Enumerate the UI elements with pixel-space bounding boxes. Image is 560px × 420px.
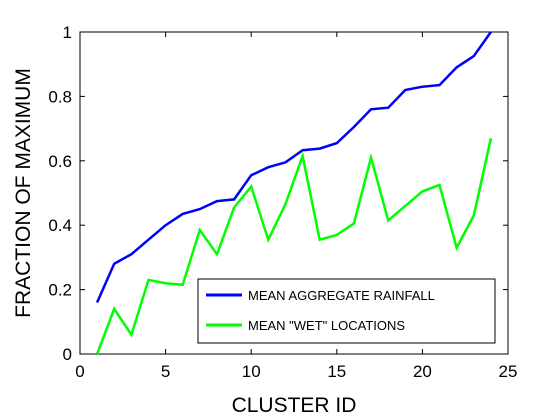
y-tick-label: 0.4 (48, 216, 72, 235)
x-tick-label: 5 (161, 362, 170, 381)
y-tick-label: 1 (63, 23, 72, 42)
x-tick-label: 15 (327, 362, 346, 381)
legend-label-wet-locations: MEAN "WET" LOCATIONS (248, 318, 405, 333)
x-tick-label: 0 (75, 362, 84, 381)
series-line-mean-wet-locations (95, 138, 493, 355)
legend: MEAN AGGREGATE RAINFALL MEAN "WET" LOCAT… (197, 278, 496, 344)
y-tick-label: 0.8 (48, 87, 72, 106)
x-tick-label: 20 (413, 362, 432, 381)
series-line-mean-aggregate-rainfall (95, 31, 492, 304)
y-tick-label: 0.6 (48, 152, 72, 171)
series-lines (95, 31, 493, 355)
legend-label-rainfall: MEAN AGGREGATE RAINFALL (248, 288, 435, 303)
x-tick-label: 10 (242, 362, 261, 381)
y-tick-label: 0 (63, 345, 72, 364)
y-axis-title: FRACTION OF MAXIMUM (12, 68, 35, 318)
axis-ticks: 0 5 10 15 20 25 0 0.2 0.4 0.6 0.8 1 (48, 23, 517, 381)
y-tick-label: 0.2 (48, 281, 72, 300)
x-tick-label: 25 (499, 362, 518, 381)
legend-box (197, 278, 496, 344)
x-axis-title: CLUSTER ID (232, 394, 357, 417)
